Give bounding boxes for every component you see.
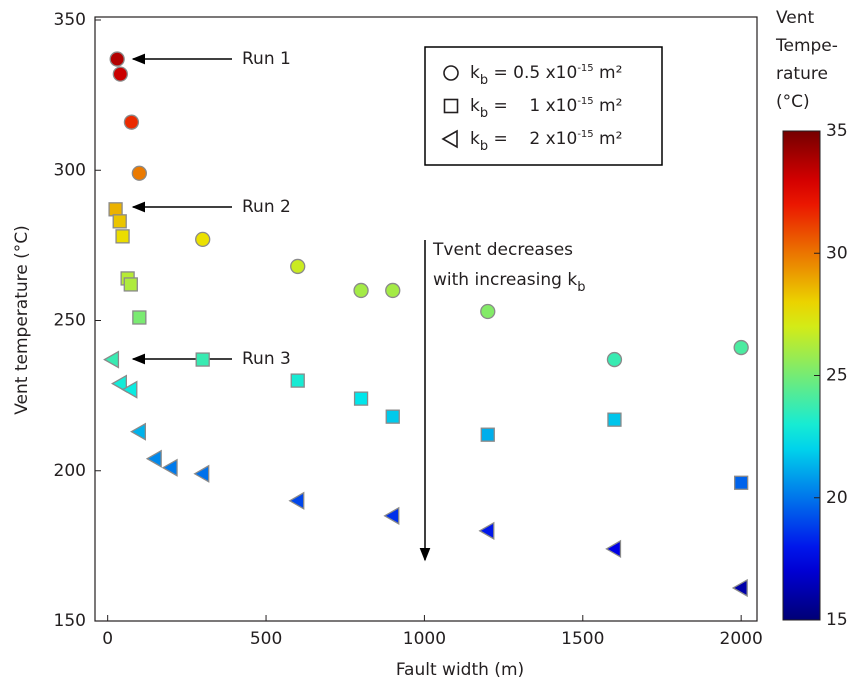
legend-text: b <box>480 139 488 154</box>
y-tick-label: 150 <box>54 611 86 631</box>
marker <box>112 214 127 229</box>
colorbar-label: Tempe- <box>775 36 838 56</box>
legend-text: = 2 x10 <box>488 129 577 149</box>
y-tick-label: 250 <box>54 311 86 331</box>
y-tick-label: 300 <box>54 160 86 180</box>
marker <box>353 282 369 299</box>
colorbar-label: Vent <box>776 8 815 28</box>
marker <box>131 165 147 181</box>
marker <box>115 229 130 244</box>
marker <box>480 303 496 320</box>
marker <box>731 578 748 598</box>
marker <box>478 521 495 540</box>
marker <box>385 409 400 424</box>
marker <box>132 310 147 325</box>
marker <box>103 350 120 369</box>
legend-text: = 1 x10 <box>488 96 577 116</box>
marker <box>443 65 459 81</box>
marker <box>605 539 622 559</box>
y-axis-label: Vent temperature (°C) <box>12 225 32 415</box>
annotation: Run 2 <box>242 197 291 217</box>
y-tick-label: 200 <box>54 461 86 481</box>
colorbar-label: rature <box>776 64 828 84</box>
marker <box>121 380 138 399</box>
colorbar-tick-label: 350 <box>826 121 848 141</box>
colorbar-tick-label: 250 <box>826 366 848 386</box>
x-tick-label: 1000 <box>403 629 446 649</box>
marker <box>607 412 622 427</box>
trend-note: Tvent decreases <box>432 240 573 260</box>
marker <box>112 66 128 82</box>
legend-text: m² <box>594 129 623 149</box>
legend-label: kb = 1 x10-15 m² <box>470 96 622 122</box>
colorbar-tick-label: 200 <box>826 488 848 508</box>
annotation: Run 3 <box>242 349 291 369</box>
legend-text: m² <box>594 96 623 116</box>
legend-text: -15 <box>577 129 593 140</box>
legend-text: -15 <box>577 63 593 74</box>
marker <box>441 129 458 149</box>
x-tick-label: 2000 <box>720 629 763 649</box>
marker <box>145 449 162 468</box>
plot-frame <box>94 16 758 622</box>
marker <box>290 258 306 275</box>
marker <box>111 374 127 393</box>
x-tick-label: 0 <box>102 629 113 649</box>
legend-text: k <box>470 96 480 116</box>
legend-text: k <box>470 63 480 83</box>
colorbar <box>782 130 821 621</box>
x-axis-label: Fault width (m) <box>396 660 524 680</box>
legend-label: kb = 0.5 x10-15 m² <box>470 63 622 89</box>
marker <box>108 202 123 217</box>
y-tick-label: 350 <box>54 10 86 30</box>
x-tick-label: 1500 <box>561 629 604 649</box>
legend-text: b <box>480 106 488 121</box>
marker <box>161 458 178 477</box>
marker <box>123 277 138 292</box>
marker <box>195 352 210 367</box>
marker <box>606 351 623 368</box>
colorbar-tick-label: 150 <box>826 610 848 630</box>
marker <box>385 282 401 299</box>
marker <box>290 373 305 388</box>
marker <box>195 231 211 248</box>
marker <box>123 114 140 130</box>
marker <box>193 464 210 483</box>
marker <box>130 422 146 441</box>
marker <box>353 391 369 406</box>
marker <box>288 491 305 510</box>
marker <box>109 51 125 67</box>
legend-label: kb = 2 x10-15 m² <box>470 129 622 155</box>
legend-text: = 0.5 x10 <box>488 63 577 83</box>
legend-text: k <box>470 129 480 149</box>
marker <box>734 475 749 490</box>
marker <box>383 506 400 525</box>
legend-text: b <box>480 73 488 88</box>
marker <box>733 339 749 356</box>
colorbar-tick-label: 300 <box>826 243 848 263</box>
colorbar-label: (°C) <box>776 92 810 112</box>
marker <box>443 98 459 114</box>
trend-note: with increasing kb <box>433 270 585 295</box>
legend-box <box>424 46 663 166</box>
annotation: Run 1 <box>242 49 291 69</box>
marker <box>480 427 495 442</box>
legend-text: -15 <box>577 96 593 107</box>
legend-text: m² <box>594 63 623 83</box>
x-tick-label: 500 <box>250 629 282 649</box>
